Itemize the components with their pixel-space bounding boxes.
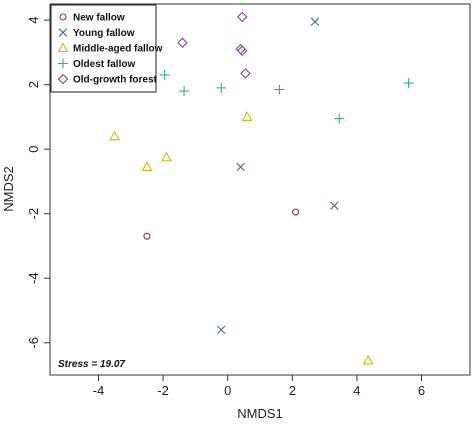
x-tick-label: 0: [224, 383, 231, 398]
x-axis-label: NMDS1: [237, 406, 283, 421]
legend-oldest-fallow-plus-icon: [58, 58, 68, 69]
point-oldest-fallow-plus-marker: [403, 78, 414, 89]
legend-box: [50, 4, 157, 93]
legend: New fallow Young fallow Middle-aged fallow…: [50, 4, 163, 93]
point-oldest-fallow-plus-marker: [334, 113, 345, 124]
point-old-growth-forest-diamond-marker: [240, 68, 251, 79]
y-tick-label: -4: [26, 272, 41, 284]
point-middle-aged-fallow-triangle-marker: [109, 130, 121, 141]
plot-frame: [49, 3, 471, 376]
legend-label-old-growth-forest: Old-growth forest: [73, 75, 158, 86]
y-axis-label: NMDS2: [1, 166, 16, 212]
point-middle-aged-fallow-triangle-marker: [160, 151, 172, 162]
x-tick-label: -2: [157, 383, 169, 398]
point-oldest-fallow-plus-marker: [179, 86, 190, 97]
data-points: [109, 11, 414, 365]
legend-new-fallow-circle-icon: [59, 13, 67, 21]
stress-annotation: Stress = 19.07: [58, 359, 125, 370]
y-tick-label: 2: [26, 81, 41, 88]
axis-ticks: -4 -2 0 2 4 6 -6 -4 -2 0 2 4: [26, 17, 425, 398]
x-tick-label: -4: [93, 383, 105, 398]
point-middle-aged-fallow-triangle-marker: [362, 354, 374, 365]
point-new-fallow-circle-marker: [143, 232, 151, 240]
point-oldest-fallow-plus-marker: [274, 84, 285, 95]
point-new-fallow-circle-marker: [291, 208, 300, 216]
y-tick-label: -6: [26, 337, 41, 349]
y-tick-label: 0: [26, 146, 41, 153]
legend-label-young-fallow: Young fallow: [73, 28, 135, 39]
point-young-fallow-x-marker: [236, 162, 245, 172]
point-old-growth-forest-diamond-marker: [177, 37, 188, 48]
point-old-growth-forest-diamond-marker: [236, 45, 248, 57]
x-tick-label: 4: [353, 383, 360, 398]
y-tick-label: -2: [26, 208, 41, 220]
point-young-fallow-x-marker: [330, 201, 339, 210]
point-old-growth-forest-diamond-marker: [236, 11, 248, 23]
legend-young-fallow-x-icon: [58, 28, 68, 37]
legend-label-middle-aged-fallow: Middle-aged fallow: [73, 44, 163, 55]
x-tick-label: 2: [289, 383, 296, 398]
point-oldest-fallow-plus-marker: [216, 82, 227, 93]
legend-label-new-fallow: New fallow: [73, 13, 125, 24]
point-middle-aged-fallow-triangle-marker: [241, 111, 253, 121]
point-oldest-fallow-plus-marker: [159, 69, 170, 80]
point-young-fallow-x-marker: [310, 17, 320, 26]
point-middle-aged-fallow-triangle-marker: [141, 161, 153, 171]
legend-label-oldest-fallow: Oldest fallow: [73, 59, 135, 70]
point-young-fallow-x-marker: [217, 325, 226, 335]
legend-old-growth-forest-diamond-icon: [57, 73, 69, 85]
x-tick-label: 6: [418, 383, 425, 398]
legend-middle-aged-fallow-triangle-icon: [57, 42, 69, 53]
y-tick-label: 4: [26, 17, 41, 24]
